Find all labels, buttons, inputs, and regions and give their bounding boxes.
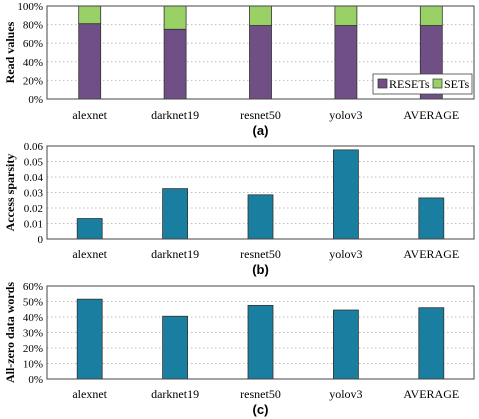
x-tick-label: AVERAGE: [403, 247, 459, 261]
y-tick-label: 0.05: [24, 157, 44, 169]
bar-sets: [419, 5, 443, 26]
y-tick-label: 40%: [23, 57, 43, 69]
bar: [247, 304, 274, 380]
bar-sets: [163, 5, 187, 30]
y-axis-label: All-zero data words: [3, 282, 17, 383]
legend-swatch-resets: [377, 78, 388, 89]
bar-sets: [78, 5, 102, 25]
x-tick-label: alexnet: [72, 108, 107, 122]
bar: [76, 218, 103, 240]
y-tick-label: 100%: [17, 1, 43, 13]
bar: [418, 197, 445, 240]
bar: [76, 298, 103, 380]
panel-label: (c): [253, 402, 269, 417]
x-tick-label: yolov3: [329, 108, 362, 122]
legend-label-sets: SETs: [444, 77, 469, 91]
bar-sets: [249, 5, 272, 26]
x-tick-label: AVERAGE: [403, 108, 459, 122]
bar: [418, 307, 445, 380]
y-tick-label: 0.03: [24, 188, 44, 200]
y-tick-label: 20%: [23, 343, 43, 355]
panel-label: (b): [252, 262, 269, 277]
bar: [247, 194, 274, 240]
x-tick-label: darknet19: [151, 108, 199, 122]
x-tick-label: darknet19: [151, 247, 199, 261]
bar-resets: [249, 25, 272, 100]
panel-label: (a): [253, 123, 269, 138]
x-tick-label: darknet19: [151, 387, 199, 401]
bar: [162, 188, 189, 240]
y-tick-label: 60%: [23, 38, 43, 50]
bar-resets: [334, 25, 358, 100]
y-tick-label: 0%: [28, 374, 43, 386]
y-tick-label: 0.04: [24, 172, 44, 184]
plot-frame: [46, 285, 475, 380]
bar: [332, 309, 359, 380]
y-tick-label: 30%: [23, 328, 43, 340]
x-tick-label: AVERAGE: [403, 387, 459, 401]
y-tick-label: 10%: [23, 359, 43, 371]
y-tick-label: 20%: [23, 75, 43, 87]
plot-frame: [46, 145, 475, 240]
y-tick-label: 80%: [23, 20, 43, 32]
y-tick-label: 60%: [23, 281, 43, 293]
legend-box: [372, 73, 473, 95]
legend-swatch-sets: [432, 78, 443, 89]
bar-sets: [334, 5, 358, 26]
bar: [332, 149, 359, 240]
x-tick-label: resnet50: [240, 247, 281, 261]
legend-label-resets: RESETs: [389, 77, 430, 91]
bar: [162, 315, 189, 380]
x-tick-label: alexnet: [72, 387, 107, 401]
bar-resets: [78, 23, 102, 100]
y-tick-label: 0.06: [24, 141, 44, 153]
x-tick-label: yolov3: [329, 387, 362, 401]
y-axis-label: Read values: [3, 21, 17, 83]
x-tick-label: resnet50: [240, 108, 281, 122]
bar-resets: [163, 28, 187, 100]
plot-frame: [46, 5, 475, 100]
x-tick-label: alexnet: [72, 247, 107, 261]
y-tick-label: 50%: [23, 297, 43, 309]
x-tick-label: yolov3: [329, 247, 362, 261]
y-tick-label: 0.01: [24, 219, 43, 231]
y-axis-label: Access sparsity: [3, 154, 17, 232]
x-tick-label: resnet50: [240, 387, 281, 401]
y-tick-label: 0%: [28, 94, 43, 106]
y-tick-label: 0: [38, 234, 44, 246]
y-tick-label: 40%: [23, 312, 43, 324]
y-tick-label: 0.02: [24, 203, 43, 215]
